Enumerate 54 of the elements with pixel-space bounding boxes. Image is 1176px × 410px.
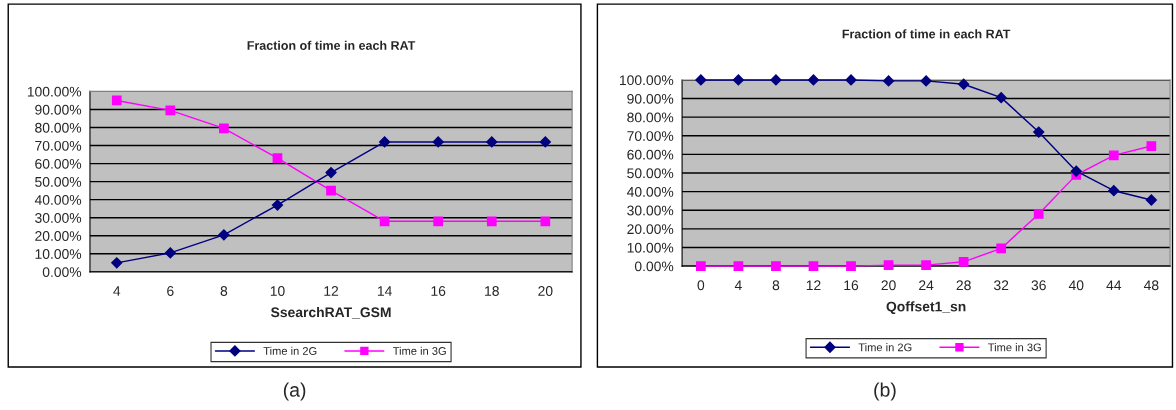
legend-label: Time in 2G — [858, 343, 912, 352]
y-tick-label: 40.00% — [626, 186, 674, 197]
y-tick-label: 20.00% — [627, 224, 674, 235]
y-tick-label: 0.00% — [634, 261, 674, 272]
y-tick-label: 90.00% — [627, 93, 674, 104]
chart-title: Fraction of time in each RAT — [842, 29, 1011, 39]
y-tick-label: 10.00% — [627, 242, 674, 253]
x-tick-label: 20 — [538, 286, 553, 296]
x-tick-label: 36 — [1031, 280, 1046, 291]
text: (a) — [283, 382, 306, 401]
x-tick-label: 40 — [1068, 280, 1084, 291]
x-axis-title: SsearchRAT_GSM — [270, 307, 391, 319]
y-tick-label: 90.00% — [35, 104, 82, 115]
x-tick-label: 4 — [113, 286, 121, 296]
y-tick-label: 60.00% — [35, 158, 82, 169]
chart-title: Fraction of time in each RAT — [247, 40, 416, 50]
text: (b) — [874, 382, 896, 401]
x-tick-label: 14 — [377, 286, 392, 296]
x-axis-title: Qoffset1_sn — [886, 301, 966, 315]
y-tick-label: 100.00% — [619, 75, 674, 86]
y-tick-label: 40.00% — [34, 195, 82, 205]
y-tick-label: 50.00% — [627, 168, 674, 179]
x-tick-label: 28 — [956, 280, 971, 291]
x-tick-label: 12 — [324, 286, 339, 296]
y-tick-label: 70.00% — [35, 140, 82, 151]
x-tick-label: 16 — [844, 280, 859, 291]
x-tick-label: 16 — [431, 286, 446, 296]
x-tick-label: 18 — [485, 286, 499, 296]
y-tick-label: 30.00% — [627, 205, 674, 216]
x-tick-label: 0 — [697, 280, 705, 291]
legend-label: Time in 2G — [263, 346, 317, 355]
y-tick-label: 0.00% — [42, 267, 82, 277]
x-tick-label: 32 — [993, 280, 1009, 291]
x-tick-label: 20 — [881, 280, 896, 291]
x-tick-label: 8 — [220, 286, 228, 296]
y-tick-label: 30.00% — [35, 213, 82, 223]
y-tick-label: 20.00% — [35, 231, 82, 241]
y-tick-label: 80.00% — [35, 122, 82, 133]
x-tick-label: 6 — [167, 286, 174, 296]
x-tick-label: 48 — [1143, 280, 1159, 291]
y-tick-label: 10.00% — [35, 249, 82, 259]
y-tick-label: 100.00% — [27, 86, 82, 97]
legend-label: Time in 3G — [392, 346, 446, 355]
y-tick-label: 70.00% — [627, 131, 674, 141]
x-tick-label: 8 — [772, 280, 780, 291]
x-tick-label: 24 — [919, 280, 934, 291]
x-tick-label: 10 — [270, 286, 285, 296]
x-tick-label: 4 — [734, 280, 742, 291]
y-tick-label: 80.00% — [627, 112, 674, 123]
y-tick-label: 50.00% — [35, 176, 82, 187]
x-tick-label: 44 — [1106, 280, 1122, 291]
y-tick-label: 60.00% — [627, 149, 674, 160]
legend-label: Time in 3G — [988, 343, 1041, 352]
x-tick-label: 12 — [806, 280, 821, 291]
